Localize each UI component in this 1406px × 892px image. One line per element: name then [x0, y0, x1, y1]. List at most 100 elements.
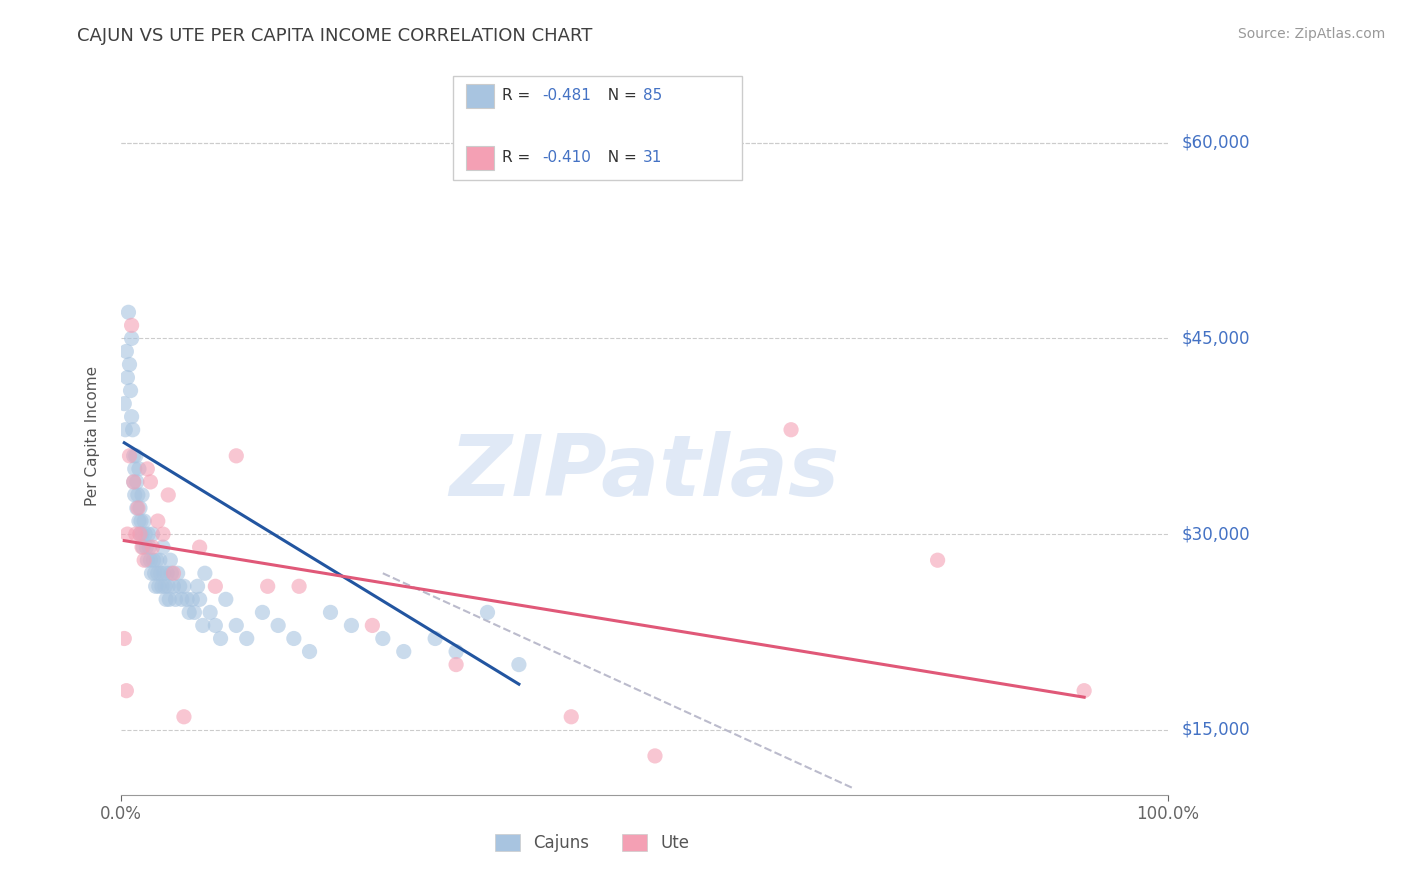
- Point: [204, 618, 226, 632]
- Point: [125, 449, 148, 463]
- Point: [124, 462, 146, 476]
- Point: [425, 632, 447, 646]
- Point: [146, 514, 169, 528]
- Point: [128, 514, 150, 528]
- Point: [139, 475, 162, 489]
- Point: [152, 527, 174, 541]
- Point: [191, 618, 214, 632]
- Point: [153, 566, 176, 581]
- Text: 31: 31: [643, 151, 662, 165]
- Point: [149, 566, 172, 581]
- Point: [124, 488, 146, 502]
- Point: [298, 644, 321, 658]
- Text: ZIPatlas: ZIPatlas: [450, 431, 839, 514]
- Point: [129, 514, 152, 528]
- Point: [115, 344, 138, 359]
- Text: -0.481: -0.481: [541, 88, 591, 103]
- Point: [131, 540, 153, 554]
- Point: [155, 592, 177, 607]
- Point: [139, 553, 162, 567]
- Y-axis label: Per Capita Income: Per Capita Income: [86, 367, 100, 507]
- Point: [444, 644, 467, 658]
- Point: [165, 592, 187, 607]
- Point: [129, 501, 152, 516]
- Point: [121, 318, 143, 333]
- Point: [160, 566, 183, 581]
- Point: [120, 384, 142, 398]
- Point: [162, 566, 184, 581]
- Point: [780, 423, 803, 437]
- Point: [134, 527, 156, 541]
- Point: [129, 527, 152, 541]
- Point: [288, 579, 311, 593]
- Point: [118, 358, 141, 372]
- Point: [173, 579, 195, 593]
- Point: [204, 579, 226, 593]
- Point: [127, 488, 149, 502]
- Point: [927, 553, 949, 567]
- Point: [162, 579, 184, 593]
- Point: [121, 331, 143, 345]
- Point: [371, 632, 394, 646]
- Point: [145, 553, 167, 567]
- Point: [131, 527, 153, 541]
- Point: [121, 423, 143, 437]
- Point: [319, 606, 342, 620]
- Text: $60,000: $60,000: [1182, 134, 1250, 152]
- Point: [235, 632, 257, 646]
- Point: [361, 618, 384, 632]
- Point: [135, 540, 157, 554]
- Text: Source: ZipAtlas.com: Source: ZipAtlas.com: [1237, 27, 1385, 41]
- Point: [198, 606, 221, 620]
- Point: [157, 488, 180, 502]
- Point: [169, 579, 191, 593]
- Point: [444, 657, 467, 672]
- Point: [157, 579, 180, 593]
- Point: [138, 540, 160, 554]
- Point: [194, 566, 217, 581]
- Point: [125, 501, 148, 516]
- Point: [187, 579, 209, 593]
- Point: [156, 566, 179, 581]
- Point: [170, 592, 193, 607]
- Point: [134, 514, 156, 528]
- Text: CAJUN VS UTE PER CAPITA INCOME CORRELATION CHART: CAJUN VS UTE PER CAPITA INCOME CORRELATI…: [77, 27, 593, 45]
- Legend: Cajuns, Ute: Cajuns, Ute: [488, 827, 696, 858]
- Point: [117, 370, 139, 384]
- Point: [128, 462, 150, 476]
- Point: [159, 553, 181, 567]
- Point: [127, 501, 149, 516]
- Point: [560, 710, 582, 724]
- Point: [181, 592, 204, 607]
- Point: [115, 683, 138, 698]
- Point: [141, 566, 163, 581]
- Point: [112, 632, 135, 646]
- Point: [1073, 683, 1095, 698]
- Point: [267, 618, 290, 632]
- Point: [148, 579, 170, 593]
- Point: [143, 566, 166, 581]
- Point: [138, 527, 160, 541]
- Point: [141, 527, 163, 541]
- Text: N =: N =: [598, 151, 641, 165]
- Point: [122, 475, 145, 489]
- Point: [209, 632, 232, 646]
- Point: [114, 423, 136, 437]
- Point: [125, 475, 148, 489]
- Point: [145, 579, 167, 593]
- Point: [153, 579, 176, 593]
- Point: [166, 566, 188, 581]
- Point: [117, 305, 139, 319]
- Point: [136, 462, 159, 476]
- Point: [183, 606, 205, 620]
- Point: [188, 540, 211, 554]
- Text: R =: R =: [502, 88, 536, 103]
- Point: [149, 553, 172, 567]
- Point: [173, 710, 195, 724]
- Point: [136, 553, 159, 567]
- Point: [215, 592, 238, 607]
- Point: [508, 657, 530, 672]
- Text: 85: 85: [643, 88, 662, 103]
- Point: [157, 592, 180, 607]
- Point: [152, 540, 174, 554]
